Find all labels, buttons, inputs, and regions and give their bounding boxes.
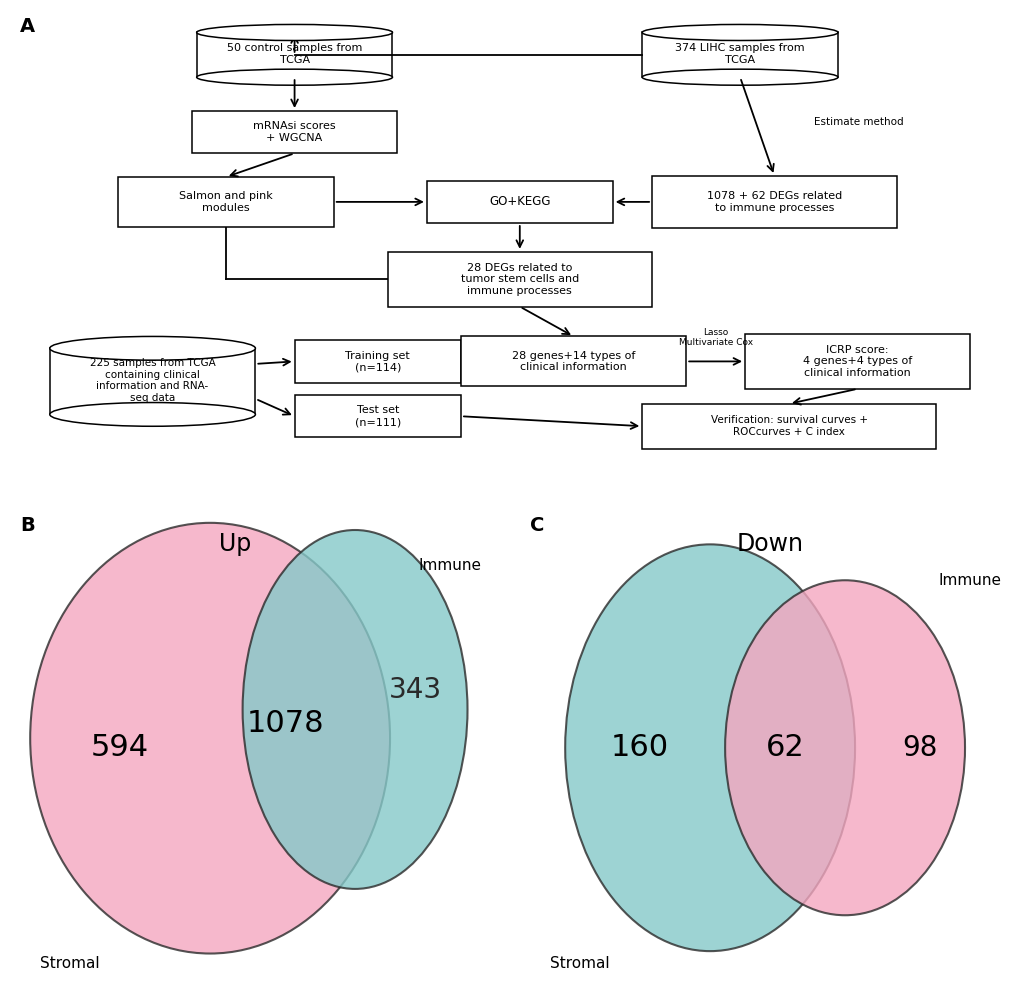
Ellipse shape: [642, 69, 838, 85]
Text: GO+KEGG: GO+KEGG: [488, 195, 550, 208]
Text: Test set
(n=111): Test set (n=111): [355, 406, 400, 427]
Text: 28 DEGs related to
tumor stem cells and
immune processes: 28 DEGs related to tumor stem cells and …: [461, 262, 579, 296]
Text: ICRP score:
4 genes+4 types of
clinical information: ICRP score: 4 genes+4 types of clinical …: [802, 345, 911, 378]
Text: Verification: survival curves +
ROCcurves + C index: Verification: survival curves + ROCcurve…: [710, 416, 867, 437]
Text: Down: Down: [736, 532, 803, 556]
Text: 374 LIHC samples from
TCGA: 374 LIHC samples from TCGA: [675, 43, 804, 65]
Text: B: B: [20, 515, 35, 534]
Text: Stromal: Stromal: [40, 955, 100, 971]
Text: Immune: Immune: [937, 572, 1001, 588]
Ellipse shape: [50, 336, 255, 360]
Bar: [651, 175, 896, 228]
Text: Lasso
Multivariate Cox: Lasso Multivariate Cox: [678, 328, 752, 348]
Text: 98: 98: [902, 734, 936, 762]
Ellipse shape: [243, 530, 467, 889]
Text: 594: 594: [91, 733, 149, 763]
Bar: [118, 177, 333, 227]
Bar: [642, 404, 935, 449]
Bar: [461, 337, 686, 387]
Text: mRNAsi scores
+ WGCNA: mRNAsi scores + WGCNA: [253, 122, 335, 143]
Text: 225 samples from TCGA
containing clinical
information and RNA-
seq data: 225 samples from TCGA containing clinica…: [90, 358, 215, 403]
Text: 50 control samples from
TCGA: 50 control samples from TCGA: [226, 43, 362, 65]
Text: 62: 62: [765, 733, 804, 763]
Ellipse shape: [565, 544, 854, 951]
Text: 160: 160: [610, 733, 668, 763]
Text: Immune: Immune: [418, 558, 481, 573]
Text: Stromal: Stromal: [549, 955, 609, 971]
Bar: [744, 334, 969, 389]
Ellipse shape: [197, 69, 392, 85]
Text: C: C: [530, 515, 544, 534]
Text: 28 genes+14 types of
clinical information: 28 genes+14 types of clinical informatio…: [512, 351, 635, 372]
Ellipse shape: [31, 522, 389, 953]
Text: 1078: 1078: [246, 709, 324, 739]
Text: Estimate method: Estimate method: [813, 117, 902, 128]
Text: A: A: [19, 18, 35, 37]
Bar: [192, 111, 397, 154]
Ellipse shape: [642, 25, 838, 41]
Ellipse shape: [50, 403, 255, 427]
Text: Salmon and pink
modules: Salmon and pink modules: [179, 191, 273, 212]
Bar: [426, 180, 612, 223]
Text: Training set
(n=114): Training set (n=114): [345, 351, 410, 372]
Bar: [294, 340, 461, 383]
Text: 1078 + 62 DEGs related
to immune processes: 1078 + 62 DEGs related to immune process…: [706, 191, 841, 212]
Bar: [387, 252, 651, 307]
Ellipse shape: [197, 25, 392, 41]
Ellipse shape: [725, 580, 964, 915]
Bar: [294, 395, 461, 438]
Text: 343: 343: [388, 676, 441, 704]
Text: Up: Up: [219, 532, 251, 556]
